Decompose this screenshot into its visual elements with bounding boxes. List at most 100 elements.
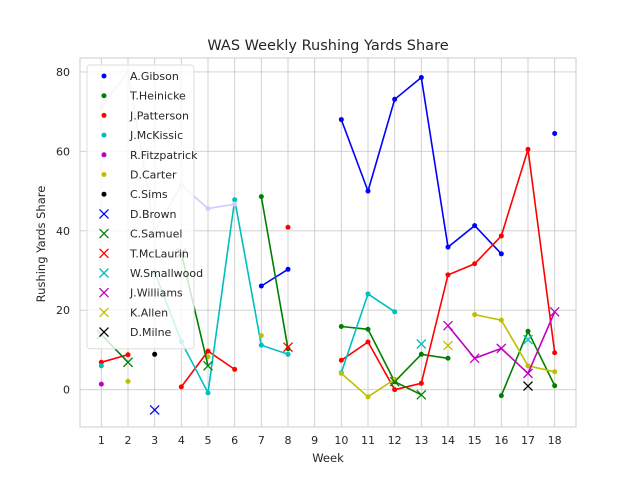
data-point (365, 326, 371, 332)
data-point (472, 312, 478, 318)
data-point (123, 357, 133, 368)
legend-label: J.Patterson (129, 109, 189, 122)
y-tick-labels: 0 20 40 60 80 (56, 66, 70, 397)
legend-label: D.Carter (130, 169, 177, 182)
data-point (338, 357, 344, 363)
data-point (205, 206, 211, 212)
data-point (392, 387, 398, 393)
x-tick-label: 2 (125, 434, 132, 447)
x-tick-label: 9 (311, 434, 318, 447)
data-point (285, 266, 291, 272)
y-axis-label: Rushing Yards Share (34, 186, 48, 303)
legend-marker (99, 268, 109, 278)
data-point (152, 351, 158, 357)
data-point (365, 394, 371, 400)
legend-label: R.Fitzpatrick (130, 149, 198, 162)
data-point (258, 283, 264, 289)
x-tick-label: 8 (285, 434, 292, 447)
legend-label: J.Williams (129, 287, 183, 300)
data-point (285, 224, 291, 230)
data-point (365, 291, 371, 297)
x-tick-label: 14 (441, 434, 455, 447)
series-j-patterson (98, 146, 558, 393)
data-point (205, 348, 211, 354)
series-d-milne (523, 381, 533, 392)
legend-box (86, 64, 195, 350)
data-point (472, 261, 478, 267)
series-line (260, 196, 289, 349)
data-point (525, 328, 531, 334)
x-tick-labels: 1 2 3 4 5 6 7 8 9 10 11 12 13 14 15 16 17 18 (98, 434, 562, 447)
data-point (125, 352, 131, 358)
data-point (258, 194, 264, 200)
data-point (365, 339, 371, 345)
legend-label: T.McLaurin (129, 247, 189, 260)
data-point (365, 188, 371, 194)
series-line (260, 268, 289, 287)
data-point (389, 376, 400, 387)
series-t-mclaurin (283, 342, 293, 353)
x-tick-label: 13 (414, 434, 428, 447)
legend-marker (99, 208, 109, 219)
x-tick-label: 7 (258, 434, 265, 447)
legend-marker (101, 172, 107, 177)
y-tick-label: 20 (56, 304, 70, 317)
data-point (472, 223, 478, 229)
series-layer (96, 69, 560, 415)
x-tick-label: 17 (521, 434, 535, 447)
legend-marker (101, 112, 107, 118)
data-point (523, 381, 533, 392)
x-tick-label: 15 (468, 434, 482, 447)
legend-label: T.Heinicke (129, 90, 186, 103)
legend-marker (99, 287, 109, 298)
data-point (205, 390, 211, 396)
legend-marker (101, 93, 107, 99)
legend-label: D.Brown (130, 208, 177, 221)
data-point (418, 74, 424, 80)
x-tick-label: 18 (548, 434, 562, 447)
series-c-sims (152, 351, 158, 357)
legend-marker (101, 132, 107, 138)
data-point (258, 342, 264, 348)
series-j-williams (443, 306, 560, 379)
legend-marker (99, 248, 109, 259)
data-point (418, 351, 424, 357)
data-point (498, 233, 504, 239)
x-tick-label: 16 (494, 434, 508, 447)
data-point (498, 317, 504, 323)
data-point (552, 130, 558, 136)
series-line (394, 380, 422, 396)
legend-marker (99, 228, 109, 239)
data-point (525, 146, 531, 152)
data-point (232, 366, 238, 372)
data-point (285, 351, 291, 357)
x-axis-label: Week (312, 451, 344, 465)
y-tick-label: 0 (63, 384, 70, 397)
series-line (474, 313, 555, 373)
x-tick-label: 5 (205, 434, 212, 447)
data-point (149, 404, 160, 415)
legend-label: C.Samuel (130, 228, 182, 241)
data-point (498, 393, 504, 399)
data-point (203, 360, 213, 371)
legend-marker (99, 327, 109, 338)
data-point (525, 363, 531, 369)
chart-title: WAS Weekly Rushing Yards Share (207, 38, 448, 54)
series-w-smallwood (416, 334, 533, 349)
data-point (283, 342, 293, 353)
data-point (445, 244, 451, 250)
data-point (125, 378, 131, 384)
legend-marker (101, 152, 107, 158)
series-d-brown (149, 404, 160, 415)
data-point (178, 384, 184, 390)
x-tick-label: 6 (231, 434, 238, 447)
legend: A.Gibson T.Heinicke J.Patterson J.McKissic R… (86, 64, 203, 350)
data-point (338, 324, 344, 330)
data-point (549, 306, 560, 317)
data-point (552, 350, 558, 356)
y-tick-label: 40 (56, 225, 70, 238)
data-point (443, 320, 453, 331)
data-point (552, 383, 558, 389)
series-r-fitzpatrick (98, 381, 104, 387)
data-point (523, 334, 533, 345)
